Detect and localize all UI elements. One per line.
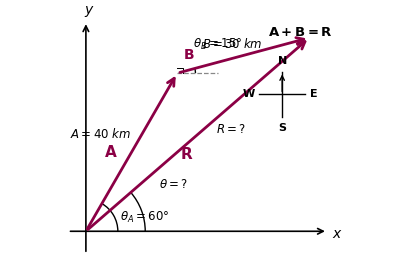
Text: S: S [278, 123, 286, 133]
Text: $A = 40$ km: $A = 40$ km [70, 127, 131, 141]
Text: R: R [181, 147, 192, 162]
Text: $\theta_A = 60°$: $\theta_A = 60°$ [120, 210, 170, 225]
Text: B: B [184, 48, 195, 62]
Text: $\mathbf{A + B = R}$: $\mathbf{A + B = R}$ [268, 26, 333, 39]
Text: $B = 30$ km: $B = 30$ km [202, 37, 263, 51]
Text: $\theta_B = 15°$: $\theta_B = 15°$ [193, 37, 242, 52]
Text: $y$: $y$ [84, 4, 95, 19]
Text: E: E [310, 89, 317, 99]
Text: A: A [105, 145, 117, 160]
Text: W: W [242, 89, 255, 99]
Text: $x$: $x$ [332, 227, 343, 240]
Text: N: N [278, 56, 287, 66]
Text: $\theta = ?$: $\theta = ?$ [159, 178, 188, 191]
Text: $R = ?$: $R = ?$ [216, 123, 246, 136]
